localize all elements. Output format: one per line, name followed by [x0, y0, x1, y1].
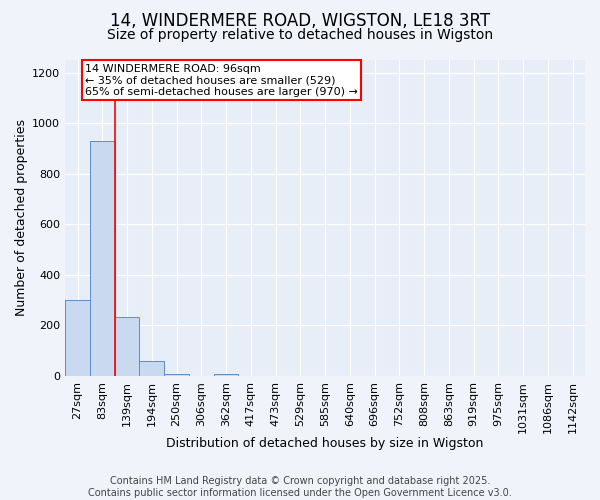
Y-axis label: Number of detached properties: Number of detached properties	[15, 120, 28, 316]
Text: Size of property relative to detached houses in Wigston: Size of property relative to detached ho…	[107, 28, 493, 42]
Bar	[214, 374, 238, 376]
Text: Contains HM Land Registry data © Crown copyright and database right 2025.
Contai: Contains HM Land Registry data © Crown c…	[88, 476, 512, 498]
X-axis label: Distribution of detached houses by size in Wigston: Distribution of detached houses by size …	[166, 437, 484, 450]
Bar	[139, 362, 164, 376]
Text: 14 WINDERMERE ROAD: 96sqm
← 35% of detached houses are smaller (529)
65% of semi: 14 WINDERMERE ROAD: 96sqm ← 35% of detac…	[85, 64, 358, 97]
Bar	[65, 300, 90, 376]
Bar	[115, 316, 139, 376]
Bar	[90, 141, 115, 376]
Bar	[164, 374, 189, 376]
Text: 14, WINDERMERE ROAD, WIGSTON, LE18 3RT: 14, WINDERMERE ROAD, WIGSTON, LE18 3RT	[110, 12, 490, 30]
